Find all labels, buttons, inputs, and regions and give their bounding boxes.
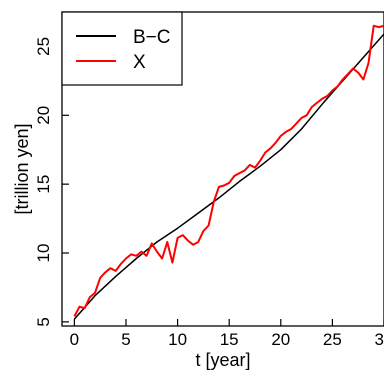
x-tick-label: 15: [220, 330, 239, 349]
x-axis-title: t [year]: [195, 350, 250, 370]
legend-box: [61, 11, 183, 86]
x-axis: 0 5 10 15 20 25 30: [70, 319, 384, 349]
y-tick-label: 20: [34, 106, 53, 125]
y-axis: 5 10 15 20 25: [34, 37, 69, 327]
x-tick-label: 5: [121, 330, 130, 349]
x-tick-label: 25: [323, 330, 342, 349]
legend-label-b-c: B−C: [133, 27, 171, 48]
y-tick-label: 25: [34, 37, 53, 56]
legend: B−C X: [61, 11, 183, 86]
series-layer: [73, 24, 384, 320]
y-tick-label: 5: [34, 317, 53, 326]
plot-frame: [61, 11, 384, 327]
x-tick-label: 0: [70, 330, 79, 349]
legend-label-x: X: [133, 52, 146, 73]
series-line-x: [73, 24, 384, 317]
series-line-b-c: [73, 33, 384, 320]
x-tick-label: 10: [168, 330, 187, 349]
y-tick-label: 15: [34, 175, 53, 194]
y-tick-label: 10: [34, 244, 53, 263]
y-axis-title: [trillion yen]: [12, 123, 32, 214]
x-tick-label: 20: [271, 330, 290, 349]
x-tick-label: 30: [375, 330, 384, 349]
